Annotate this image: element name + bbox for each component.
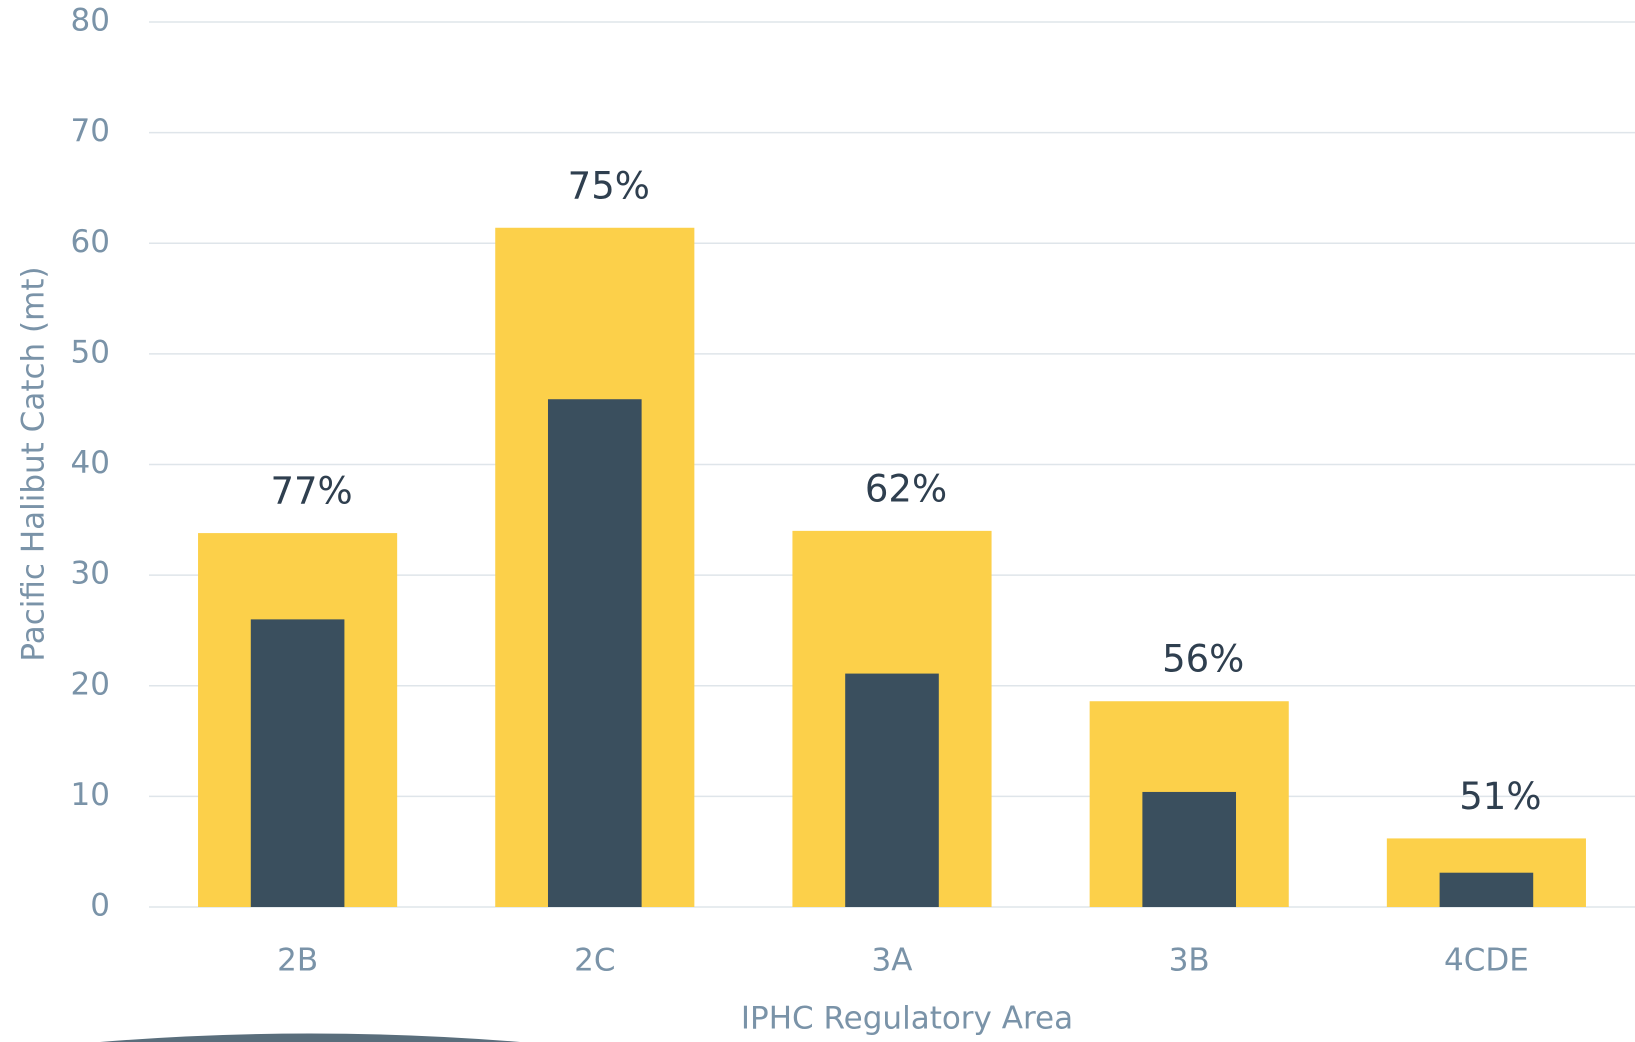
y-tick-label: 30	[71, 556, 110, 592]
bar	[845, 673, 939, 907]
y-tick-label: 0	[90, 888, 110, 924]
annotation: 75%	[568, 164, 650, 207]
y-axis-title: Pacific Halibut Catch (mt)	[16, 266, 52, 661]
bar	[1439, 872, 1534, 907]
x-tick-label: 3A	[872, 943, 913, 979]
x-axis-title: IPHC Regulatory Area	[741, 1001, 1073, 1037]
y-tick-label: 70	[71, 113, 110, 149]
y-tick-label: 50	[71, 334, 110, 370]
bar	[1142, 791, 1237, 907]
x-tick-label: 2C	[574, 943, 615, 979]
annotation: 51%	[1459, 775, 1541, 818]
y-tick-label: 10	[71, 777, 110, 813]
y-tick-label: 80	[71, 3, 110, 39]
y-tick-label: 60	[71, 224, 110, 260]
bar	[547, 399, 642, 907]
annotation: 56%	[1162, 638, 1244, 681]
annotation: 62%	[865, 467, 947, 510]
x-tick-label: 2B	[277, 943, 318, 979]
y-tick-label: 40	[71, 445, 110, 481]
annotation: 77%	[270, 470, 352, 513]
x-tick-label: 3B	[1169, 943, 1210, 979]
decoration	[100, 1033, 520, 1042]
bar	[250, 619, 345, 907]
y-tick-label: 20	[71, 666, 110, 702]
x-tick-label: 4CDE	[1444, 943, 1529, 979]
